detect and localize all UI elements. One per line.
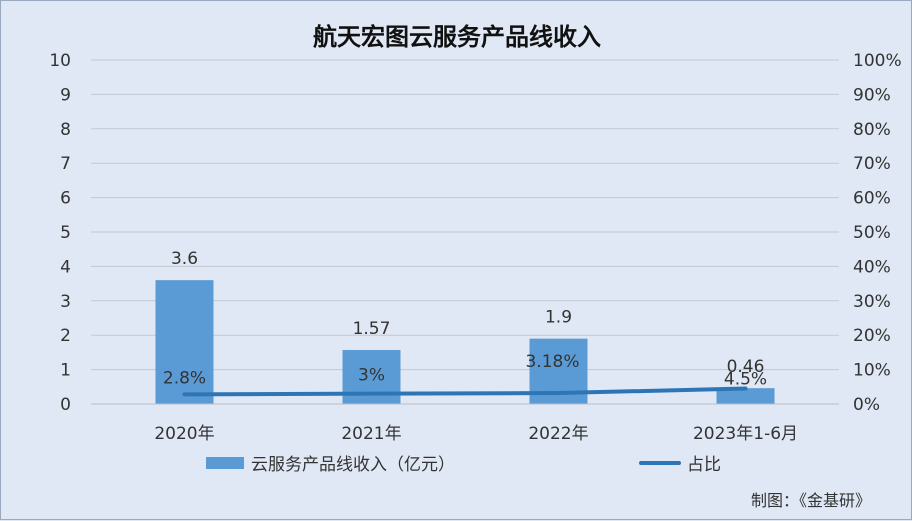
bar-value-label: 1.9 [545, 308, 572, 328]
left-y-tick-label: 4 [60, 257, 71, 277]
legend: 云服务产品线收入（亿元） 占比 [206, 455, 721, 475]
right-y-tick-label: 90% [853, 85, 891, 105]
right-y-axis: 0% 10% 20% 30% 40% 50% 60% 70% 80% 90% 100% [853, 51, 902, 415]
gridlines [91, 59, 839, 405]
right-y-tick-label: 60% [853, 189, 891, 209]
left-y-tick-label: 3 [60, 292, 71, 312]
x-tick-label: 2022年 [528, 424, 588, 444]
chart-title: 航天宏图云服务产品线收入 [313, 23, 601, 51]
left-y-tick-label: 5 [60, 223, 71, 243]
line-path [182, 386, 748, 397]
bar-value-label: 3.6 [171, 249, 198, 269]
line-value-label: 3.18% [525, 352, 579, 372]
bar-value-label: 1.57 [353, 319, 391, 339]
right-y-tick-label: 10% [853, 361, 891, 381]
left-y-tick-label: 8 [60, 120, 71, 140]
right-y-tick-label: 50% [853, 223, 891, 243]
x-axis: 2020年 2021年 2022年 2023年1-6月 [91, 403, 839, 444]
left-y-tick-label: 7 [60, 154, 71, 174]
left-y-tick-label: 2 [60, 326, 71, 346]
right-y-tick-label: 100% [853, 51, 902, 71]
line-value-label: 2.8% [163, 368, 206, 388]
right-y-tick-label: 40% [853, 257, 891, 277]
bar [716, 388, 775, 404]
legend-bar-label: 云服务产品线收入（亿元） [251, 455, 455, 475]
credit-text: 制图：《金基研》 [751, 491, 871, 510]
left-y-tick-label: 10 [49, 51, 71, 71]
left-y-tick-label: 1 [60, 361, 71, 381]
right-y-tick-label: 0% [853, 395, 880, 415]
right-y-tick-label: 30% [853, 292, 891, 312]
bar [155, 280, 214, 404]
left-y-tick-label: 6 [60, 189, 71, 209]
x-tick-label: 2023年1-6月 [693, 424, 798, 444]
line-value-label: 4.5% [724, 370, 767, 390]
bar-value-label: 0.46 [727, 357, 765, 377]
left-y-axis: 0 1 2 3 4 5 6 7 8 9 10 [49, 51, 71, 415]
bar-series: 3.6 1.57 1.9 0.46 [155, 249, 775, 404]
right-y-tick-label: 20% [853, 326, 891, 346]
right-y-tick-label: 70% [853, 154, 891, 174]
legend-line-label: 占比 [687, 455, 721, 475]
left-y-tick-label: 9 [60, 85, 71, 105]
right-y-tick-label: 80% [853, 120, 891, 140]
line-series: 2.8% 3% 3.18% 4.5% [163, 352, 767, 397]
x-tick-label: 2021年 [341, 424, 401, 444]
line-value-label: 3% [358, 366, 385, 386]
x-tick-label: 2020年 [154, 424, 214, 444]
left-y-tick-label: 0 [60, 395, 71, 415]
legend-bar-swatch [206, 457, 244, 469]
